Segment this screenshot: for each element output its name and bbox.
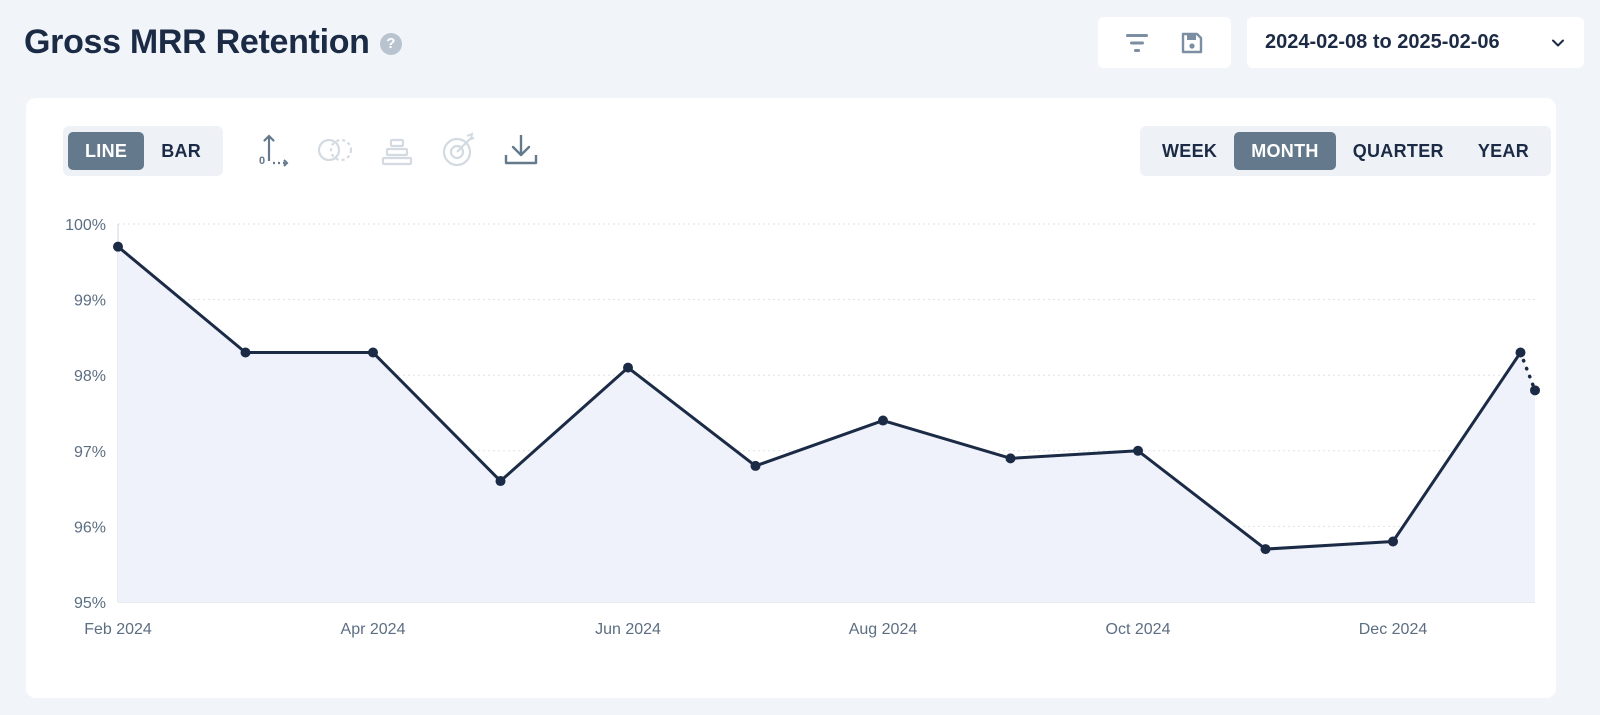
data-point[interactable] [1530, 385, 1540, 396]
save-icon [1181, 32, 1202, 53]
line-toggle-button[interactable]: LINE [68, 132, 145, 170]
bar-toggle-button[interactable]: BAR [161, 140, 202, 161]
goal-icon [442, 132, 475, 167]
data-point[interactable] [623, 362, 633, 373]
data-point[interactable] [1260, 544, 1271, 555]
data-point[interactable] [878, 415, 888, 426]
quarter-toggle-button[interactable]: QUARTER [1352, 140, 1444, 161]
data-point[interactable] [240, 347, 251, 358]
filter-icon [1126, 33, 1149, 52]
stack-icon [381, 138, 413, 166]
x-tick-label: Oct 2024 [1106, 621, 1171, 638]
x-tick-label: Dec 2024 [1359, 621, 1428, 638]
data-point[interactable] [495, 476, 506, 487]
y-tick-label: 96% [74, 519, 106, 536]
series-line-partial [1518, 350, 1537, 393]
line-chart: 95% 96% 97% 98% 99% 100% Feb 2024 Apr 2024 Jun 2… [65, 217, 1540, 638]
download-button[interactable] [499, 128, 543, 172]
axis-button[interactable]: 0 [251, 128, 295, 172]
x-tick-label: Feb 2024 [84, 621, 152, 638]
data-point[interactable] [1005, 453, 1016, 464]
y-tick-label: 100% [65, 217, 106, 234]
y-tick-label: 99% [74, 293, 106, 310]
series-line [117, 245, 1522, 551]
x-tick-label: Aug 2024 [849, 621, 918, 638]
x-tick-label: Jun 2024 [595, 621, 661, 638]
date-range-value: 2024-02-08 to 2025-02-06 [1265, 31, 1500, 53]
data-point[interactable] [368, 347, 378, 358]
download-icon [504, 135, 538, 165]
y-tick-label: 97% [74, 444, 106, 461]
svg-text:0: 0 [259, 155, 265, 167]
page-title: Gross MRR Retention ? [24, 20, 402, 64]
filter-button[interactable] [1117, 23, 1157, 63]
data-point[interactable] [1133, 445, 1143, 456]
year-toggle-button[interactable]: YEAR [1477, 140, 1530, 161]
compare-icon [317, 138, 353, 162]
toolbar [1098, 17, 1231, 68]
axis-icon: 0 [259, 134, 289, 167]
y-tick-label: 95% [74, 595, 106, 612]
chart-type-toggle: LINE BAR [63, 126, 224, 176]
chart-card: LINE BAR 0 [26, 98, 1556, 698]
y-tick-label: 98% [74, 368, 106, 385]
page-title-text: Gross MRR Retention [24, 23, 370, 61]
help-icon[interactable]: ? [379, 33, 402, 55]
data-point[interactable] [1515, 347, 1526, 358]
chart-tools: 0 [251, 128, 543, 172]
compare-button[interactable] [313, 128, 357, 172]
data-point[interactable] [113, 241, 123, 252]
goal-button[interactable] [437, 128, 481, 172]
chevron-down-icon [1552, 39, 1564, 46]
data-point[interactable] [750, 460, 761, 471]
save-button[interactable] [1172, 23, 1212, 63]
month-toggle-button[interactable]: MONTH [1234, 132, 1336, 170]
week-toggle-button[interactable]: WEEK [1162, 140, 1218, 161]
period-toggle: WEEK MONTH QUARTER YEAR [1140, 126, 1552, 176]
stack-button[interactable] [375, 128, 419, 172]
x-tick-label: Apr 2024 [341, 621, 406, 638]
data-point[interactable] [1388, 536, 1398, 547]
area-fill [118, 246, 1535, 602]
date-range-select[interactable]: 2024-02-08 to 2025-02-06 [1247, 17, 1584, 68]
